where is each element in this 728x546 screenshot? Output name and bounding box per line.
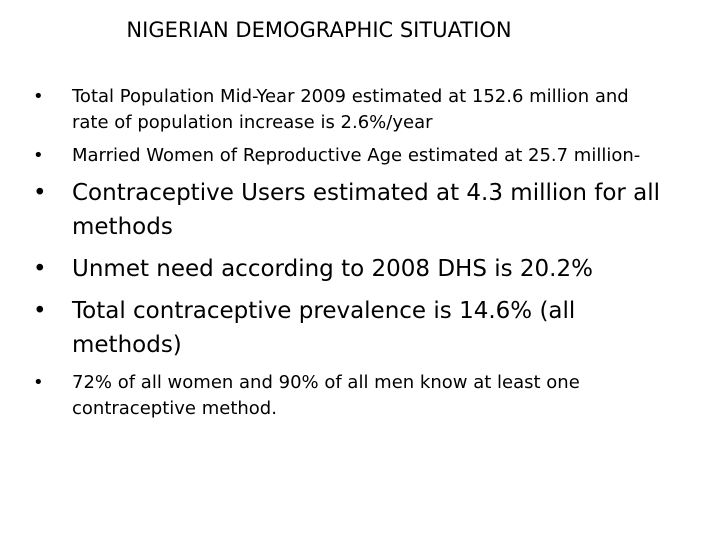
bullet-icon: •: [33, 256, 47, 282]
bullet-text: 72% of all women and 90% of all men know…: [72, 372, 580, 419]
bullet-text: Married Women of Reproductive Age estima…: [72, 145, 641, 166]
bullet-icon: •: [33, 180, 47, 206]
list-item: • Unmet need according to 2008 DHS is 20…: [30, 252, 670, 286]
bullet-text: Total Population Mid-Year 2009 estimated…: [72, 86, 629, 133]
bullet-list: • Total Population Mid-Year 2009 estimat…: [30, 84, 670, 429]
list-item: • Total contraceptive prevalence is 14.6…: [30, 294, 670, 362]
list-item: • Married Women of Reproductive Age esti…: [30, 143, 670, 169]
bullet-icon: •: [33, 145, 44, 166]
bullet-icon: •: [33, 298, 47, 324]
bullet-text: Total contraceptive prevalence is 14.6% …: [72, 298, 576, 358]
bullet-text: Contraceptive Users estimated at 4.3 mil…: [72, 180, 661, 240]
list-item: • Total Population Mid-Year 2009 estimat…: [30, 84, 670, 136]
bullet-text: Unmet need according to 2008 DHS is 20.2…: [72, 256, 593, 282]
slide-title: NIGERIAN DEMOGRAPHIC SITUATION: [126, 18, 512, 42]
bullet-icon: •: [33, 86, 44, 107]
bullet-icon: •: [33, 372, 44, 393]
list-item: • 72% of all women and 90% of all men kn…: [30, 370, 670, 422]
list-item: • Contraceptive Users estimated at 4.3 m…: [30, 176, 670, 244]
